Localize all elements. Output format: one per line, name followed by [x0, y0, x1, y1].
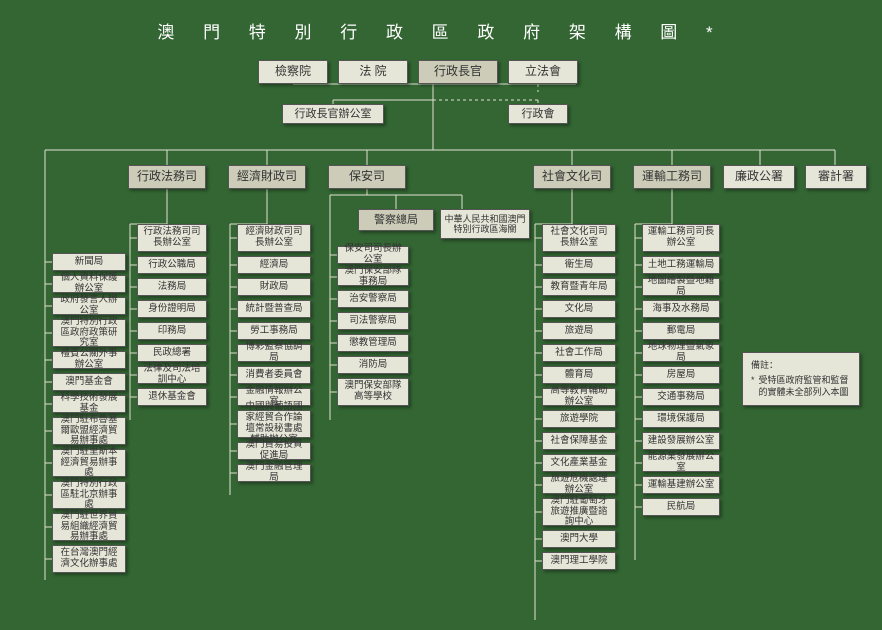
shwh-item: 澳門駐葡萄牙旅遊推廣暨諮詢中心	[542, 498, 616, 526]
shwh-item: 衛生局	[542, 256, 616, 274]
node-lfh: 立法會	[508, 60, 578, 84]
sec-sjs: 審計署	[805, 165, 867, 189]
ysgw-item: 房屋局	[642, 366, 720, 384]
xzfw-item: 行政法務司司長辦公室	[137, 224, 207, 252]
sec-lzgs: 廉政公署	[723, 165, 795, 189]
xzfw-item: 行政公職局	[137, 256, 207, 274]
jjcz-item: 澳門貿易投資促進局	[237, 442, 311, 460]
shwh-item: 社會工作局	[542, 344, 616, 362]
ysgw-item: 地球物理暨氣象局	[642, 344, 720, 362]
ba-item: 司法警察局	[337, 312, 409, 330]
ba-item: 懲教管理局	[337, 334, 409, 352]
jjcz-item: 經濟局	[237, 256, 311, 274]
ysgw-item: 能源業發展辦公室	[642, 454, 720, 472]
shwh-item: 教育暨青年局	[542, 278, 616, 296]
ba-item: 澳門保安部隊事務局	[337, 268, 409, 286]
xzfw-item: 印務局	[137, 322, 207, 340]
shwh-item: 文化局	[542, 300, 616, 318]
xzfw-item: 法律及司法培訓中心	[137, 366, 207, 384]
ysgw-item: 建設發展辦公室	[642, 432, 720, 450]
outer-left-item: 新聞局	[52, 253, 126, 271]
sec-shwh: 社會文化司	[533, 165, 611, 189]
shwh-item: 社會文化司司長辦公室	[542, 224, 616, 252]
sec-jjcz: 經濟財政司	[228, 165, 306, 189]
outer-left-item: 禮賓公關外事辦公室	[52, 351, 126, 369]
outer-left-item: 澳門特別行政區政府政策研究室	[52, 319, 126, 347]
outer-left-item: 澳門駐布魯塞爾歐盟經濟貿易辦事處	[52, 417, 126, 445]
shwh-item: 旅遊局	[542, 322, 616, 340]
outer-left-item: 澳門基金會	[52, 373, 126, 391]
shwh-item: 旅遊危機處理辦公室	[542, 476, 616, 494]
outer-left-item: 澳門特別行政區駐北京辦事處	[52, 481, 126, 509]
jjcz-item: 中國與葡語國家經貿合作論壇常設秘書處輔助辦公室	[237, 410, 311, 438]
outer-left-item: 澳門駐世界貿易組織經濟貿易辦事處	[52, 513, 126, 541]
notes-box: 備註： * 受特區政府監管和監督的實體未全部列入本圖	[742, 352, 860, 406]
notes-body: 受特區政府監管和監督的實體未全部列入本圖	[759, 374, 851, 399]
shwh-item: 文化產業基金	[542, 454, 616, 472]
shwh-item: 體育局	[542, 366, 616, 384]
outer-left-item: 在台灣澳門經濟文化辦事處	[52, 545, 126, 573]
ysgw-item: 地圖繪製暨地籍局	[642, 278, 720, 296]
shwh-item: 旅遊學院	[542, 410, 616, 428]
outer-left-item: 澳門駐里斯本經濟貿易辦事處	[52, 449, 126, 477]
jjcz-item: 經濟財政司司長辦公室	[237, 224, 311, 252]
notes-bullet: *	[751, 374, 755, 399]
node-exco: 行政會	[508, 104, 568, 124]
sub-jczj: 警察總局	[358, 209, 434, 231]
sub-customs: 中華人民共和國澳門特別行政區海關	[440, 209, 530, 239]
outer-left-item: 科學技術發展基金	[52, 395, 126, 413]
xzfw-item: 法務局	[137, 278, 207, 296]
ysgw-item: 交通事務局	[642, 388, 720, 406]
node-fy: 法 院	[338, 60, 408, 84]
ysgw-item: 郵電局	[642, 322, 720, 340]
ba-item: 治安警察局	[337, 290, 409, 308]
jjcz-item: 博彩監察協調局	[237, 344, 311, 362]
notes-title: 備註：	[751, 359, 851, 372]
sec-ysgw: 運輸工務司	[633, 165, 711, 189]
ysgw-item: 土地工務運輸局	[642, 256, 720, 274]
node-jcy: 檢察院	[258, 60, 328, 84]
outer-left-item: 個人資料保護辦公室	[52, 275, 126, 293]
sec-ba: 保安司	[328, 165, 406, 189]
jjcz-item: 消費者委員會	[237, 366, 311, 384]
xzfw-item: 民政總署	[137, 344, 207, 362]
ba-item: 消防局	[337, 356, 409, 374]
jjcz-item: 財政局	[237, 278, 311, 296]
ysgw-item: 環境保護局	[642, 410, 720, 428]
xzfw-item: 身份證明局	[137, 300, 207, 318]
ysgw-item: 運輸基建辦公室	[642, 476, 720, 494]
node-ce-office: 行政長官辦公室	[282, 104, 384, 124]
ba-item: 保安司司長辦公室	[337, 246, 409, 264]
jjcz-item: 澳門金融管理局	[237, 464, 311, 482]
connector-lines	[0, 0, 882, 630]
outer-left-item: 政府發言人辦公室	[52, 297, 126, 315]
shwh-item: 高等教育輔助辦公室	[542, 388, 616, 406]
ysgw-item: 運輸工務司司長辦公室	[642, 224, 720, 252]
sec-xzfw: 行政法務司	[128, 165, 206, 189]
ysgw-item: 民航局	[642, 498, 720, 516]
jjcz-item: 勞工事務局	[237, 322, 311, 340]
page-title: 澳 門 特 別 行 政 區 政 府 架 構 圖 *	[0, 18, 882, 43]
jjcz-item: 統計暨普查局	[237, 300, 311, 318]
shwh-item: 社會保障基金	[542, 432, 616, 450]
node-ce: 行政長官	[418, 60, 498, 84]
shwh-item: 澳門大學	[542, 530, 616, 548]
ysgw-item: 海事及水務局	[642, 300, 720, 318]
ba-item: 澳門保安部隊高等學校	[337, 378, 409, 406]
xzfw-item: 退休基金會	[137, 388, 207, 406]
shwh-item: 澳門理工學院	[542, 552, 616, 570]
